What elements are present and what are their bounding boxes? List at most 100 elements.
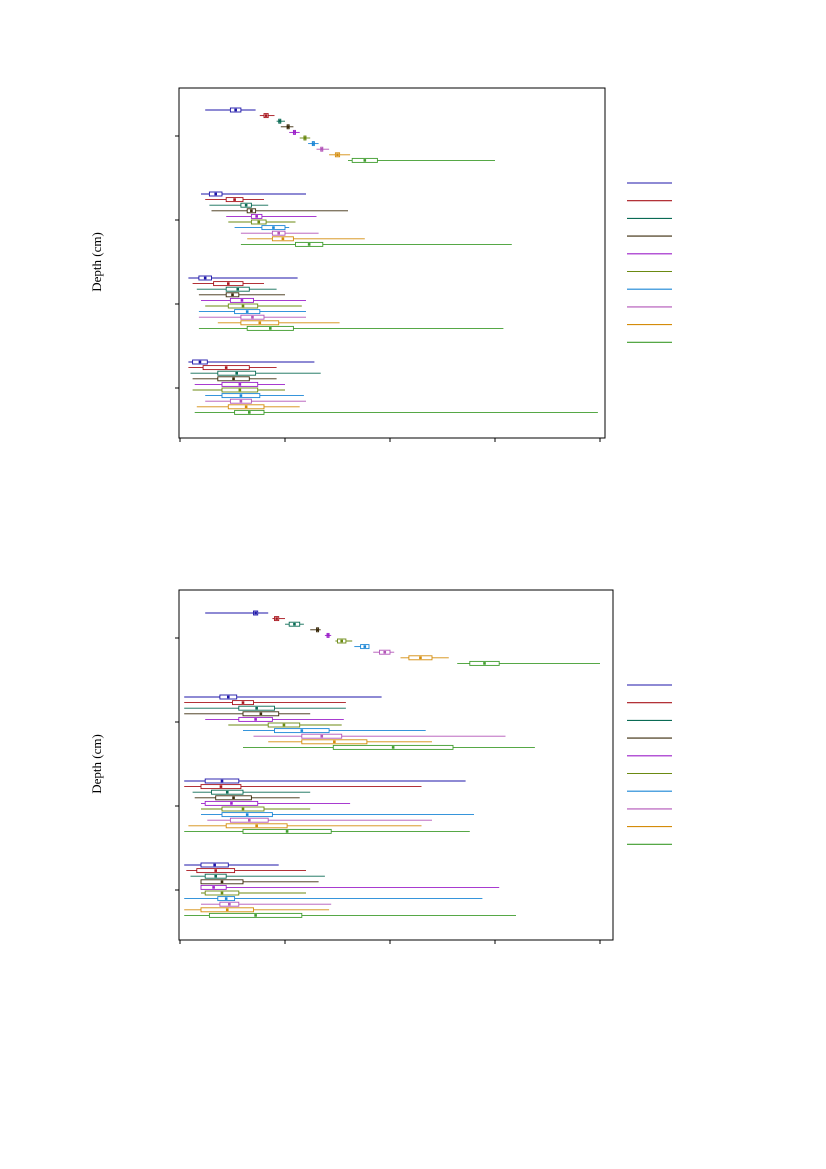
- box-plot-mark: [184, 828, 470, 834]
- box-plot-mark: [186, 868, 306, 874]
- box-median-marker: [293, 131, 296, 134]
- box-median-marker: [275, 617, 278, 620]
- box-plot-mark: [201, 191, 306, 197]
- box-median-marker: [257, 220, 261, 224]
- box-median-marker: [383, 650, 387, 654]
- box-plot-mark: [194, 409, 598, 415]
- box-median-marker: [235, 371, 238, 375]
- box-plot-mark: [276, 118, 285, 124]
- box-median-marker: [241, 304, 245, 308]
- box-plot-mark: [316, 146, 330, 152]
- box-plot-mark: [184, 907, 330, 913]
- box-plot-mark: [201, 890, 306, 896]
- box-plot-mark: [184, 711, 311, 717]
- box-plot-mark: [184, 778, 466, 784]
- box-plot-mark: [184, 912, 516, 918]
- box-median-marker: [419, 656, 422, 660]
- box-median-marker: [224, 897, 228, 900]
- box-median-marker: [269, 327, 272, 330]
- box-median-marker: [227, 695, 230, 699]
- box-median-marker: [250, 209, 253, 213]
- box-median-marker: [363, 645, 367, 648]
- box-plot-mark: [201, 297, 306, 303]
- box-plot-mark: [217, 320, 340, 326]
- box-plot-mark: [211, 208, 348, 214]
- box-median-marker: [214, 869, 217, 872]
- box-plot-mark: [200, 879, 319, 885]
- box-median-marker: [227, 282, 230, 285]
- box-plot-mark: [348, 157, 495, 163]
- box-plot-mark: [184, 705, 346, 711]
- box-median-marker: [232, 796, 235, 800]
- box-median-marker: [254, 914, 257, 917]
- box-plot-mark: [198, 292, 285, 298]
- box-median-marker: [483, 662, 486, 665]
- box-median-marker: [220, 880, 224, 884]
- box-plot-mark: [240, 241, 512, 247]
- box-plot-mark: [194, 381, 285, 387]
- box-plot-mark: [234, 225, 290, 231]
- box-median-marker: [255, 706, 258, 710]
- box-median-marker: [254, 611, 257, 615]
- box-median-marker: [255, 824, 258, 828]
- box-median-marker: [245, 813, 249, 816]
- box-median-marker: [336, 153, 339, 157]
- box-plot-mark: [188, 359, 315, 365]
- box-median-marker: [241, 701, 245, 704]
- box-median-marker: [303, 136, 307, 140]
- box-median-marker: [248, 411, 251, 414]
- box-plot-mark: [228, 219, 296, 225]
- box-plot-mark: [285, 621, 304, 627]
- box-plot-mark: [201, 806, 311, 812]
- box-median-marker: [277, 231, 280, 235]
- box-median-marker: [233, 198, 236, 201]
- box-plot-mark: [280, 124, 294, 130]
- box-plot-mark: [198, 325, 504, 331]
- box-median-marker: [236, 287, 240, 291]
- box-median-marker: [241, 807, 245, 811]
- box-plot-mark: [188, 365, 277, 371]
- lower-plot-frame: [178, 589, 614, 941]
- box-plot-mark: [188, 275, 298, 281]
- upper-boxplot-panel: Depth (cm): [89, 87, 672, 442]
- box-median-marker: [232, 377, 235, 381]
- box-median-marker: [225, 790, 229, 794]
- box-plot-mark: [201, 901, 332, 907]
- box-median-marker: [251, 315, 254, 319]
- box-median-marker: [312, 142, 315, 145]
- box-plot-mark: [299, 135, 311, 141]
- box-plot-mark: [247, 236, 365, 242]
- box-plot-mark: [198, 314, 306, 320]
- box-median-marker: [239, 399, 243, 403]
- box-median-marker: [320, 734, 324, 738]
- box-median-marker: [220, 891, 224, 895]
- box-median-marker: [285, 830, 289, 833]
- box-median-marker: [286, 125, 290, 129]
- box-plot-mark: [198, 309, 306, 315]
- box-median-marker: [228, 902, 231, 906]
- box-median-marker: [234, 108, 237, 112]
- box-plot-mark: [201, 812, 474, 818]
- box-plot-mark: [184, 700, 346, 706]
- box-median-marker: [214, 192, 217, 196]
- box-plot-mark: [289, 129, 300, 135]
- box-median-marker: [293, 622, 296, 626]
- upper-y-axis-label: Depth (cm): [89, 232, 104, 292]
- box-plot-mark: [335, 638, 353, 644]
- box-median-marker: [231, 293, 234, 297]
- box-plot-mark: [272, 616, 285, 622]
- box-plot-mark: [192, 376, 277, 382]
- box-plot-mark: [196, 404, 300, 410]
- box-plot-mark: [354, 644, 370, 650]
- box-median-marker: [278, 119, 282, 123]
- box-median-marker: [333, 740, 336, 744]
- box-median-marker: [391, 746, 395, 749]
- box-plot-mark: [207, 817, 432, 823]
- box-plot-mark: [205, 303, 302, 309]
- box-median-marker: [264, 114, 268, 117]
- box-median-marker: [225, 908, 229, 912]
- box-median-marker: [214, 874, 217, 878]
- box-median-marker: [254, 718, 257, 721]
- box-median-marker: [326, 634, 330, 637]
